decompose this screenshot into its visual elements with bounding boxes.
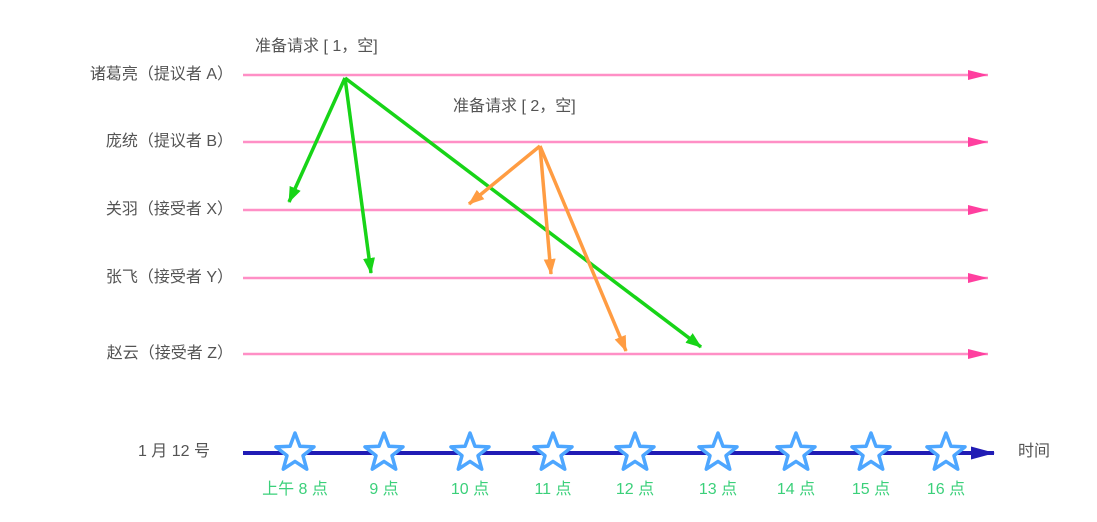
tick-label-10: 10 点 bbox=[450, 481, 490, 498]
actor-label-acceptor-y: 张飞（接受者 Y） bbox=[105, 269, 233, 286]
star-tick-icon bbox=[697, 431, 739, 471]
star-tick-icon bbox=[850, 431, 892, 471]
actor-label-acceptor-z: 赵云（接受者 Z） bbox=[106, 345, 233, 362]
actor-label-proposer-b: 庞统（提议者 B） bbox=[105, 133, 233, 150]
arrow-prepare1-to-acceptor-z bbox=[343, 76, 703, 349]
time-axis-label: 时间 bbox=[1018, 443, 1051, 460]
star-tick-icon bbox=[449, 431, 491, 471]
tick-label-11: 11 点 bbox=[534, 481, 572, 498]
actor-label-acceptor-x: 关羽（接受者 X） bbox=[105, 201, 233, 218]
arrow-prepare1-to-acceptor-y bbox=[343, 77, 375, 274]
arrow-prepare2-to-acceptor-x bbox=[467, 144, 542, 206]
tick-label-12: 12 点 bbox=[615, 481, 655, 498]
star-tick-icon bbox=[614, 431, 656, 471]
tick-label-15: 15 点 bbox=[851, 481, 891, 498]
date-label: 1 月 12 号 bbox=[137, 443, 210, 460]
actor-label-proposer-a: 诸葛亮（提议者 A） bbox=[89, 66, 233, 83]
message-label-prepare-1: 准备请求 [ 1，空] bbox=[255, 38, 378, 55]
star-tick-icon bbox=[925, 431, 967, 471]
star-tick-icon bbox=[532, 431, 574, 471]
arrow-prepare1-to-acceptor-x bbox=[287, 77, 347, 203]
tick-label-13: 13 点 bbox=[698, 481, 738, 498]
star-tick-icon bbox=[775, 431, 817, 471]
message-label-prepare-2: 准备请求 [ 2，空] bbox=[453, 98, 576, 115]
tick-label-16: 16 点 bbox=[926, 481, 966, 498]
tick-label-9: 9 点 bbox=[369, 481, 399, 498]
arrow-prepare2-to-acceptor-z bbox=[538, 145, 628, 352]
star-tick-icon bbox=[274, 431, 316, 471]
tick-label-14: 14 点 bbox=[776, 481, 816, 498]
star-tick-icon bbox=[363, 431, 405, 471]
tick-label-8am: 上午 8 点 bbox=[262, 481, 328, 498]
arrow-prepare2-to-acceptor-y bbox=[538, 145, 556, 275]
